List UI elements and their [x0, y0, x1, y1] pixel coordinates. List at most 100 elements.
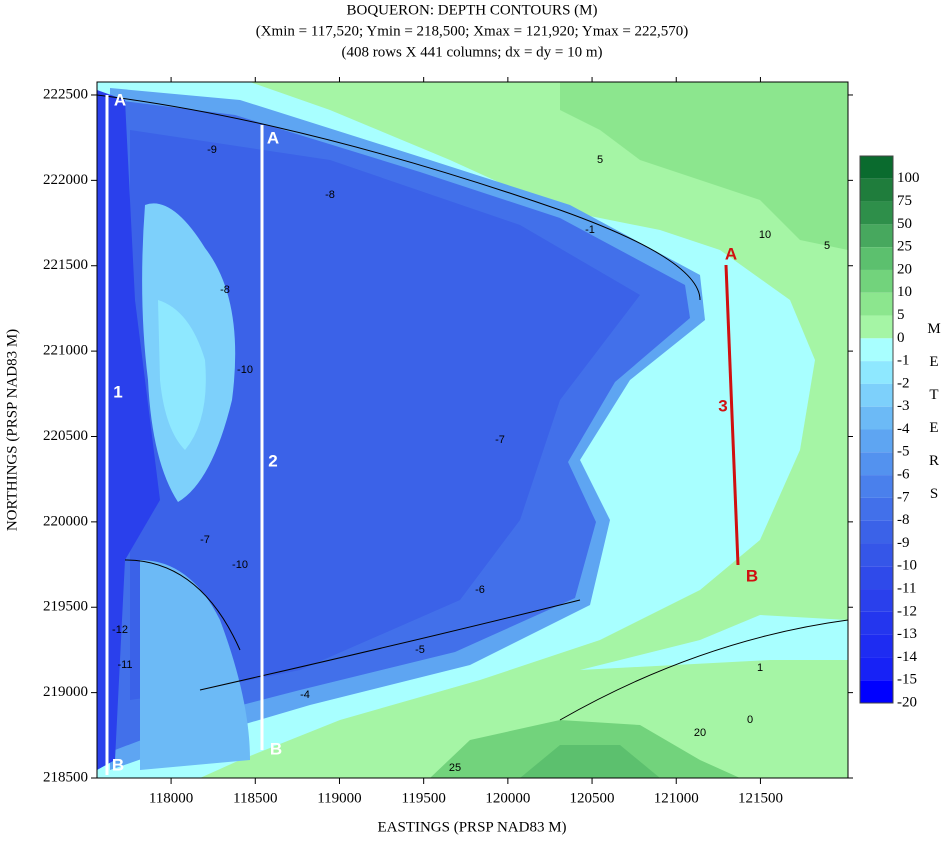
colorbar-label: 50 [897, 216, 912, 232]
colorbar-swatch [860, 634, 893, 658]
contour-label: 5 [824, 240, 830, 252]
colorbar-swatch [860, 520, 893, 544]
contour-label: 1 [757, 662, 763, 674]
colorbar-label: -15 [897, 672, 917, 688]
contour-label: 20 [694, 727, 706, 739]
transect-label: B [112, 755, 124, 774]
y-tick-label: 220500 [43, 428, 88, 444]
contour-label: -11 [117, 659, 132, 671]
x-tick-label: 118500 [233, 790, 277, 806]
colorbar-swatch [860, 657, 893, 681]
colorbar-swatch [860, 361, 893, 384]
colorbar-label: -10 [897, 558, 917, 574]
region [560, 82, 848, 250]
contour-label: -5 [415, 644, 425, 656]
colorbar-swatch [860, 247, 893, 270]
y-tick-label: 219000 [43, 684, 88, 700]
colorbar-label: 10 [897, 284, 912, 300]
colorbar-label: -5 [897, 444, 910, 460]
colorbar-label: 0 [897, 330, 905, 346]
colorbar-swatch [860, 611, 893, 635]
x-axis-label: EASTINGS (PRSP NAD83 M) [377, 819, 566, 835]
y-tick-label: 221500 [43, 257, 88, 273]
colorbar-swatch [860, 429, 893, 453]
colorbar-swatch [860, 156, 893, 179]
x-tick-label: 119500 [401, 790, 445, 806]
contour-label: -9 [207, 144, 217, 156]
colorbar-swatch [860, 201, 893, 225]
contour-label: -8 [325, 189, 335, 201]
map [97, 82, 848, 778]
colorbar-label: -14 [897, 649, 917, 665]
y-tick-label: 222500 [43, 86, 88, 102]
transect-line [724, 264, 740, 566]
region [580, 615, 848, 670]
colorbar-swatch [860, 680, 893, 703]
colorbar-swatch [860, 338, 893, 362]
colorbar-label: -7 [897, 489, 910, 505]
y-axis-label: NORTHINGS (PRSP NAD83 M) [4, 329, 20, 531]
contour-label: -6 [475, 584, 485, 596]
colorbar-label: -3 [897, 398, 910, 414]
contour-label: -12 [112, 624, 128, 636]
y-tick-label: 220000 [43, 513, 88, 529]
colorbar-label: 20 [897, 261, 912, 277]
colorbar-label: 5 [897, 307, 905, 323]
colorbar-label: -2 [897, 375, 910, 391]
colorbar-label: -8 [897, 512, 910, 528]
contour-label: -7 [200, 534, 210, 546]
contour-label: 5 [597, 154, 603, 166]
transect-label: 1 [113, 382, 122, 401]
colorbar-label: -4 [897, 421, 910, 437]
colorbar-swatch [860, 589, 893, 612]
contour-label: -1 [585, 224, 595, 236]
transect-label: 2 [268, 451, 277, 470]
island [158, 300, 206, 450]
colorbar-label: 100 [897, 170, 920, 186]
colorbar: 100755025201050-1-2-3-4-5-6-7-8-9-10-11-… [859, 155, 941, 710]
colorbar-swatch [860, 497, 893, 521]
contour-label: 10 [759, 229, 771, 241]
contour-label: -7 [495, 434, 505, 446]
transect-label: A [114, 90, 126, 109]
colorbar-swatch [860, 292, 893, 316]
x-tick-label: 119000 [317, 790, 361, 806]
transect-label: 3 [718, 396, 727, 415]
colorbar-label: -12 [897, 603, 917, 619]
region [97, 90, 160, 770]
region [140, 560, 250, 770]
colorbar-swatch [860, 315, 893, 339]
contour-label: -10 [232, 559, 248, 571]
colorbar-label: -6 [897, 467, 910, 483]
x-tick-label: 121000 [654, 790, 699, 806]
y-tick-label: 218500 [43, 769, 88, 785]
y-tick-label: 222000 [43, 172, 88, 188]
colorbar-swatch [860, 406, 893, 430]
region [520, 745, 660, 778]
chart-subtitle: (408 rows X 441 columns; dx = dy = 10 m) [341, 44, 602, 60]
transect-label: A [725, 244, 737, 263]
colorbar-swatch [860, 452, 893, 476]
x-tick-label: 121500 [738, 790, 783, 806]
contour-label: -10 [237, 364, 253, 376]
region [130, 130, 640, 700]
x-tick-label: 118000 [149, 790, 193, 806]
colorbar-label: 75 [897, 193, 912, 209]
x-tick-label: 120500 [570, 790, 615, 806]
colorbar-swatch [860, 475, 893, 498]
colorbar-label: -13 [897, 626, 917, 642]
colorbar-swatch [860, 566, 893, 590]
colorbar-label: 25 [897, 239, 912, 255]
colorbar-swatch [860, 383, 893, 407]
contour-label: -4 [300, 689, 310, 701]
y-tick-label: 221000 [43, 343, 88, 359]
contour-label: 0 [747, 714, 753, 726]
contour-label: 25 [449, 762, 461, 774]
y-tick-label: 219500 [43, 599, 88, 615]
colorbar-label: -11 [897, 580, 916, 596]
colorbar-label: -9 [897, 535, 910, 551]
transect-label: B [746, 566, 758, 585]
contour-label: -8 [220, 284, 230, 296]
